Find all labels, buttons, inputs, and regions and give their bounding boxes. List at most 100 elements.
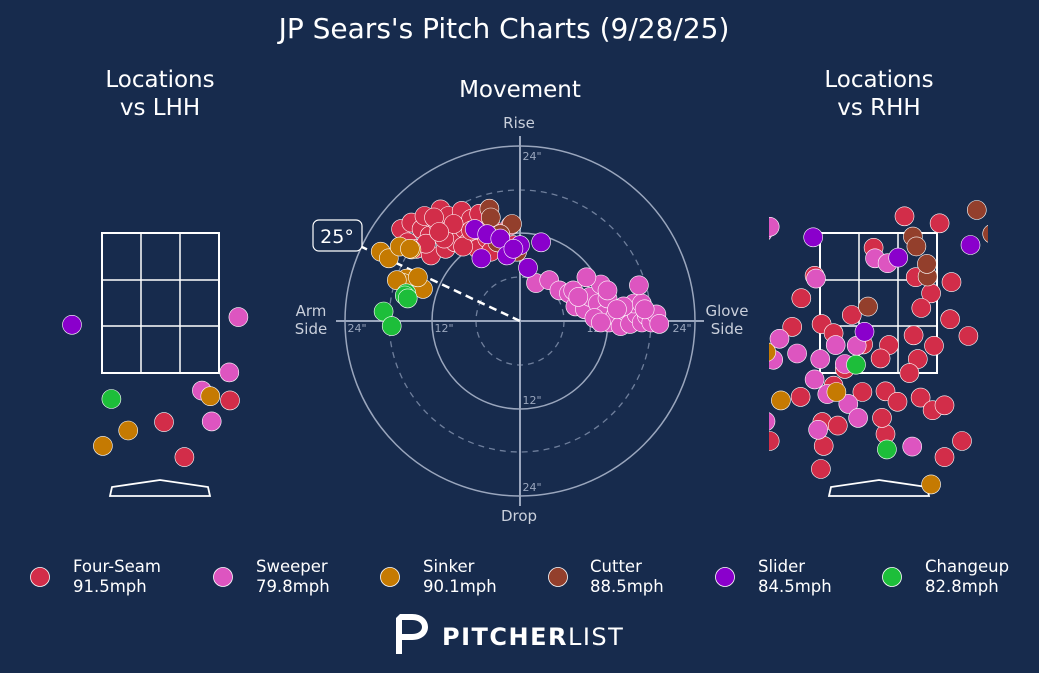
lhh-location-point-four-seam [220, 390, 240, 411]
legend-marker-changeup [882, 567, 902, 587]
center-panel-title: Movement [459, 77, 581, 103]
rhh-location-point-cutter [917, 254, 937, 274]
rhh-location-point-sweeper [808, 419, 828, 440]
lhh-location-point-sinker [0, 450, 18, 469]
lhh-location-point-sinker [200, 386, 221, 407]
legend-speed-cutter: 88.5mph [590, 577, 664, 596]
movement-point-sweeper [597, 280, 618, 301]
rhh-location-point-sweeper [705, 423, 724, 442]
rhh-location-point-cutter [966, 200, 987, 220]
movement-point-changeup [381, 316, 402, 336]
ring-label-left-12: 12" [434, 322, 453, 335]
legend-speed-sinker: 90.1mph [423, 577, 497, 596]
movement-point-slider [503, 239, 524, 259]
rhh-location-point-four-seam [791, 288, 812, 309]
left-panel-title-line2: vs LHH [120, 95, 200, 121]
rhh-location-point-cutter [906, 236, 927, 257]
rhh-location-point-four-seam [827, 415, 848, 436]
movement-point-slider [490, 228, 511, 249]
lhh-location-point-slider [62, 314, 82, 335]
ring-label-right-24: 24" [672, 322, 691, 335]
movement-point-sinker [408, 267, 428, 288]
movement-point-sweeper [568, 287, 589, 307]
rhh-location-point-sinker [921, 474, 941, 495]
movement-point-slider [518, 257, 538, 278]
movement-point-sweeper [629, 275, 649, 296]
movement-point-sinker [400, 239, 420, 259]
legend-marker-cutter [548, 567, 568, 587]
rhh-location-point-four-seam [872, 408, 892, 428]
rhh-location-point-four-seam [934, 447, 955, 467]
rhh-location-point-sweeper [806, 268, 826, 289]
rhh-location-point-four-seam [952, 431, 972, 451]
legend-marker-four-seam [30, 567, 50, 587]
left-panel-title-line1: Locations [105, 67, 214, 93]
movement-points [370, 198, 670, 336]
rhh-location-point-four-seam [790, 387, 811, 407]
rhh-location-point-sweeper [838, 394, 859, 414]
lhh-location-points [0, 307, 346, 469]
rhh-location-point-four-seam [903, 325, 924, 346]
movement-point-changeup [397, 288, 418, 309]
rhh-location-point-four-seam [811, 459, 831, 479]
rise-label: Rise [503, 114, 535, 132]
rhh-location-point-four-seam [894, 206, 915, 227]
legend-speed-four-seam: 91.5mph [73, 577, 147, 596]
rhh-location-point-four-seam [852, 382, 873, 402]
arm-side-label-line2: Side [295, 320, 327, 338]
logo-text-light: LIST [568, 623, 624, 651]
rhh-location-point-slider [888, 247, 909, 268]
legend-speed-sweeper: 79.8mph [256, 577, 330, 596]
rhh-location-point-cutter [982, 224, 988, 243]
right-panel-title-line2: vs RHH [837, 95, 920, 121]
legend-marker-slider [715, 567, 735, 587]
movement-point-sweeper [607, 299, 627, 320]
ring-label-bottom-12: 12" [522, 394, 541, 407]
rhh-location-point-four-seam [934, 395, 955, 416]
rhh-location-point-sinker [769, 342, 776, 362]
rhh-location-point-sweeper [996, 469, 1015, 488]
ring-label-bottom-24: 24" [522, 481, 541, 494]
lhh-strike-zone [101, 232, 220, 497]
arm-angle-label: 25° [320, 226, 354, 248]
legend-label-sinker: Sinker [423, 557, 475, 576]
lhh-location-point-sweeper [327, 320, 346, 339]
legend-marker-sinker [380, 567, 400, 587]
rhh-location-point-slider [854, 321, 875, 342]
rhh-location-point-slider [673, 429, 692, 448]
rhh-location-point-four-seam [929, 213, 950, 234]
rhh-location-point-four-seam [941, 272, 962, 292]
drop-label: Drop [501, 507, 537, 525]
rhh-location-point-four-seam [899, 363, 920, 383]
rhh-location-point-four-seam [887, 391, 908, 412]
rhh-location-point-four-seam [1030, 415, 1039, 434]
rhh-location-point-sweeper [769, 328, 790, 349]
rhh-location-point-sweeper [769, 217, 780, 237]
legend-label-cutter: Cutter [590, 557, 642, 576]
lhh-home-plate [108, 479, 212, 497]
rhh-location-point-four-seam [958, 326, 979, 346]
lhh-zone-box [101, 232, 220, 374]
rhh-location-point-four-seam [782, 317, 803, 337]
legend-label-four-seam: Four-Seam [73, 557, 161, 576]
rhh-location-point-sweeper [902, 436, 923, 457]
logo-wordmark: PITCHERLIST [442, 623, 624, 651]
arm-angle-box [312, 219, 363, 252]
rhh-location-point-four-seam [910, 387, 931, 408]
rhh-home-plate [827, 479, 931, 497]
lhh-location-point-four-seam [154, 412, 174, 432]
lhh-location-point-sweeper [219, 362, 240, 383]
movement-point-four-seam [429, 222, 449, 242]
lhh-location-point-sweeper [228, 307, 249, 327]
movement-point-sweeper [634, 299, 655, 320]
movement-point-sweeper [576, 267, 597, 288]
chart-title: JP Sears's Pitch Charts (9/28/25) [277, 12, 730, 45]
legend-label-slider: Slider [758, 557, 805, 576]
movement-plot: 24" 12" 24" 12" 24" 12" 24" Rise Drop Ar… [295, 114, 749, 525]
lhh-location-point-sinker [118, 420, 138, 441]
legend-label-changeup: Changeup [925, 557, 1009, 576]
rhh-location-point-sweeper [711, 351, 730, 370]
rhh-location-point-four-seam [870, 348, 891, 369]
rhh-location-point-slider [960, 235, 981, 255]
